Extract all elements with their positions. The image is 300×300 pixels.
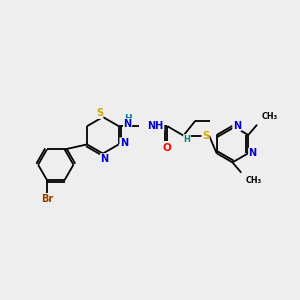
Text: N: N [124,119,132,129]
Text: N: N [249,148,257,158]
Text: N: N [100,154,108,164]
Text: CH₃: CH₃ [262,112,278,121]
Text: NH: NH [148,121,164,131]
Text: S: S [202,130,209,141]
Text: S: S [96,109,103,118]
Text: Br: Br [41,194,53,204]
Text: N: N [233,121,241,131]
Text: H: H [184,135,190,144]
Text: O: O [163,143,172,153]
Text: H: H [124,114,131,123]
Text: CH₃: CH₃ [246,176,262,185]
Text: N: N [120,138,128,148]
